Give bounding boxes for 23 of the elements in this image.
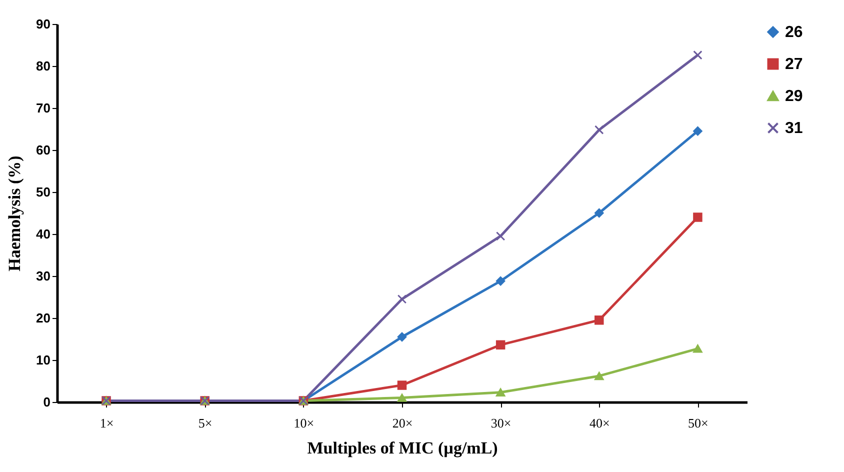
x-tick-label: 1× (100, 416, 114, 430)
y-tick-label: 70 (36, 100, 50, 116)
y-axis-title: Haemolysis (%) (5, 156, 24, 272)
y-tick-label: 10 (36, 352, 50, 368)
x-tick-label: 10× (294, 416, 314, 430)
legend-label: 29 (785, 88, 803, 105)
x-tick-label: 40× (589, 416, 610, 430)
legend-label: 27 (785, 56, 803, 73)
x-axis-title: Multiples of MIC (µg/mL) (307, 438, 498, 458)
x-tick-label: 5× (198, 416, 212, 430)
y-tick-label: 50 (36, 184, 50, 200)
y-tick-label: 60 (36, 142, 50, 158)
y-tick-label: 80 (36, 58, 50, 74)
y-tick-label: 90 (36, 16, 50, 32)
x-tick-label: 30× (490, 416, 512, 430)
x-tick-label: 50× (688, 416, 708, 430)
y-tick-label: 30 (36, 268, 50, 284)
x-tick-label: 20× (392, 416, 413, 430)
legend-label: 26 (785, 24, 803, 41)
legend-label: 31 (785, 120, 803, 137)
y-tick-label: 20 (36, 310, 50, 326)
y-tick-label: 0 (43, 394, 50, 410)
y-tick-label: 40 (36, 226, 50, 242)
